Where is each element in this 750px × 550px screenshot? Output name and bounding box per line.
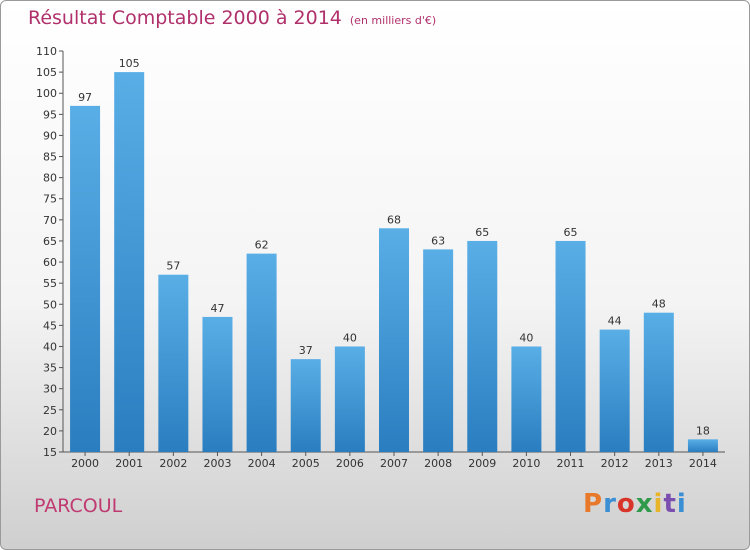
bar-value-label: 48	[652, 298, 666, 311]
x-tick-label: 2008	[424, 457, 452, 470]
bar-value-label: 40	[343, 331, 357, 344]
x-tick-label: 2014	[689, 457, 717, 470]
bar-value-label: 68	[387, 213, 401, 226]
logo-letter: o	[616, 489, 636, 519]
y-tick-label: 50	[43, 298, 57, 311]
proxiti-logo: Proxiti	[583, 489, 687, 519]
bar	[423, 249, 454, 452]
y-tick-label: 85	[43, 151, 57, 164]
bar-value-label: 62	[255, 239, 269, 252]
bar	[467, 240, 498, 452]
chart-title: Résultat Comptable 2000 à 2014 (en millie…	[28, 7, 437, 29]
x-tick-label: 2001	[115, 457, 143, 470]
x-tick-label: 2003	[203, 457, 231, 470]
bar	[599, 329, 630, 452]
y-tick-label: 105	[36, 66, 57, 79]
x-tick-label: 2013	[645, 457, 673, 470]
y-tick-label: 30	[43, 383, 57, 396]
x-tick-label: 2011	[557, 457, 585, 470]
y-tick-label: 20	[43, 425, 57, 438]
y-tick-label: 25	[43, 404, 57, 417]
x-tick-label: 2007	[380, 457, 408, 470]
bar-value-label: 44	[608, 315, 622, 328]
bar	[687, 439, 718, 452]
bar	[379, 228, 409, 452]
x-tick-label: 2002	[159, 457, 187, 470]
x-tick-label: 2004	[248, 457, 276, 470]
bar	[511, 346, 542, 452]
logo-letter: i	[676, 489, 687, 519]
y-tick-label: 55	[43, 277, 57, 290]
bar-value-label: 63	[431, 234, 445, 247]
chart-subtitle: (en milliers d'€)	[349, 14, 437, 27]
logo-letter: t	[663, 489, 677, 519]
y-tick-label: 80	[43, 172, 57, 185]
bar	[114, 72, 145, 453]
y-tick-label: 90	[43, 129, 57, 142]
bar	[643, 312, 674, 452]
bar	[158, 274, 189, 452]
bar	[202, 316, 233, 452]
bar-value-label: 40	[519, 331, 533, 344]
commune-name: PARCOUL	[34, 495, 123, 517]
y-tick-label: 75	[43, 193, 57, 206]
logo-letter: r	[603, 489, 617, 519]
y-tick-label: 60	[43, 256, 57, 269]
y-tick-label: 35	[43, 362, 57, 375]
bar-value-label: 105	[119, 57, 140, 70]
bar-value-label: 37	[299, 344, 313, 357]
y-tick-label: 45	[43, 319, 57, 332]
x-tick-label: 2000	[71, 457, 99, 470]
y-tick-label: 95	[43, 108, 57, 121]
x-tick-label: 2006	[336, 457, 364, 470]
bar-value-label: 18	[696, 424, 710, 437]
x-tick-label: 2005	[292, 457, 320, 470]
bar	[70, 105, 101, 452]
logo-letter: i	[653, 489, 664, 519]
bar	[246, 253, 277, 452]
bar-value-label: 57	[166, 260, 180, 273]
bar-value-label: 97	[78, 91, 92, 104]
y-tick-label: 40	[43, 340, 57, 353]
y-tick-label: 65	[43, 235, 57, 248]
bar-value-label: 65	[475, 226, 489, 239]
y-tick-label: 70	[43, 214, 57, 227]
x-tick-label: 2010	[512, 457, 540, 470]
y-tick-label: 110	[36, 45, 57, 58]
bar	[334, 346, 365, 452]
bar-value-label: 65	[564, 226, 578, 239]
bar	[555, 240, 586, 452]
y-tick-label: 15	[43, 446, 57, 459]
logo-letter: P	[583, 489, 604, 519]
y-tick-label: 100	[36, 87, 57, 100]
logo-letter: x	[635, 489, 654, 519]
x-tick-label: 2009	[468, 457, 496, 470]
bar-value-label: 47	[210, 302, 224, 315]
x-tick-label: 2012	[601, 457, 629, 470]
bar	[290, 359, 321, 452]
